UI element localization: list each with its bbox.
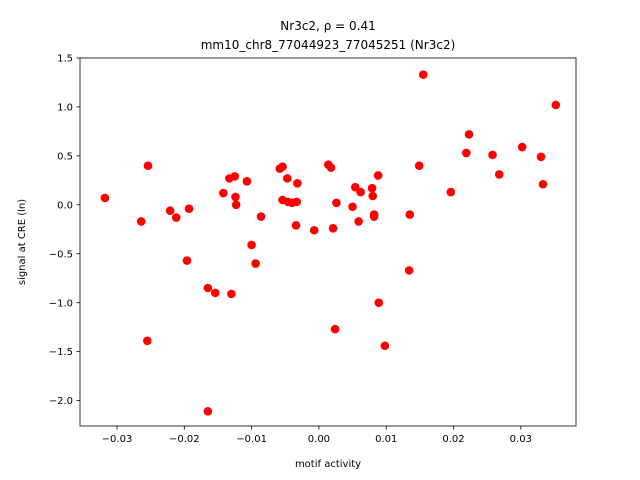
data-point-7 <box>184 204 194 214</box>
y-tick-label-5: 0.5 <box>57 151 73 162</box>
data-point-19 <box>251 259 260 268</box>
data-point-36 <box>348 202 357 212</box>
data-point-24 <box>282 174 292 183</box>
data-point-4 <box>165 206 175 215</box>
data-point-35 <box>332 198 341 208</box>
data-point-46 <box>380 341 390 351</box>
data-point-58 <box>538 179 548 189</box>
data-point-0 <box>100 193 110 203</box>
y-axis-label: signal at CRE (ln) <box>17 199 28 285</box>
data-point-2 <box>143 161 153 170</box>
data-point-28 <box>292 197 302 207</box>
data-point-5 <box>171 213 181 222</box>
data-point-43 <box>369 212 379 221</box>
data-point-40 <box>367 183 377 193</box>
data-point-9 <box>203 407 213 416</box>
data-point-22 <box>278 162 287 171</box>
data-point-30 <box>309 225 319 235</box>
x-tick-label-4: 0.01 <box>375 434 397 445</box>
data-points <box>100 70 561 416</box>
data-point-44 <box>373 171 383 180</box>
data-point-59 <box>551 100 561 110</box>
data-point-34 <box>330 324 340 334</box>
data-point-15 <box>231 192 240 202</box>
data-point-3 <box>143 336 152 346</box>
data-point-18 <box>247 240 256 250</box>
data-point-38 <box>354 217 363 226</box>
data-point-49 <box>414 161 424 170</box>
data-point-47 <box>404 266 414 275</box>
x-tick-label-3: 0.00 <box>308 434 330 445</box>
data-point-32 <box>326 163 336 172</box>
y-tick-label-2: −1.0 <box>49 298 73 309</box>
data-point-13 <box>227 289 236 299</box>
y-tick-label-1: −1.5 <box>49 347 73 358</box>
data-point-51 <box>446 187 456 197</box>
data-point-6 <box>182 256 192 265</box>
y-axis-ticks: −2.0 −1.5 −1.0 −0.5 0.0 0.5 1.0 1.5 <box>49 54 80 407</box>
data-point-14 <box>230 172 240 181</box>
x-axis-label: motif activity <box>295 459 361 470</box>
data-point-1 <box>136 217 146 226</box>
data-point-55 <box>494 170 504 179</box>
data-point-27 <box>291 221 301 230</box>
y-tick-label-7: 1.5 <box>57 54 73 65</box>
data-point-48 <box>405 210 415 219</box>
data-point-10 <box>210 288 220 298</box>
chart-title-line2: mm10_chr8_77044923_77045251 (Nr3c2) <box>201 38 456 52</box>
data-point-41 <box>368 191 378 201</box>
chart-title-line1: Nr3c2, ρ = 0.41 <box>280 19 375 33</box>
data-point-11 <box>219 188 228 198</box>
data-point-56 <box>517 142 527 152</box>
data-point-33 <box>328 224 338 233</box>
data-point-17 <box>242 177 252 186</box>
data-point-39 <box>356 187 365 197</box>
plot-frame <box>79 57 577 427</box>
y-tick-label-3: −0.5 <box>49 249 73 260</box>
x-tick-label-1: −0.02 <box>169 434 200 445</box>
data-point-8 <box>203 283 213 293</box>
y-tick-label-0: −2.0 <box>49 396 73 407</box>
y-tick-label-6: 1.0 <box>57 103 73 114</box>
data-point-57 <box>536 152 546 162</box>
data-point-20 <box>256 212 266 221</box>
x-tick-label-0: −0.03 <box>102 434 133 445</box>
data-point-54 <box>488 150 497 160</box>
x-tick-label-5: 0.02 <box>442 434 464 445</box>
x-tick-label-6: 0.03 <box>510 434 532 445</box>
data-point-53 <box>464 130 474 139</box>
data-point-50 <box>418 70 428 79</box>
x-tick-label-2: −0.01 <box>236 434 267 445</box>
data-point-16 <box>231 200 241 210</box>
data-point-52 <box>462 148 471 158</box>
y-tick-label-4: 0.0 <box>57 200 73 211</box>
data-point-29 <box>293 178 302 188</box>
x-axis-ticks: −0.03 −0.02 −0.01 0.00 0.01 0.02 0.03 <box>102 426 532 445</box>
data-point-45 <box>374 298 384 307</box>
